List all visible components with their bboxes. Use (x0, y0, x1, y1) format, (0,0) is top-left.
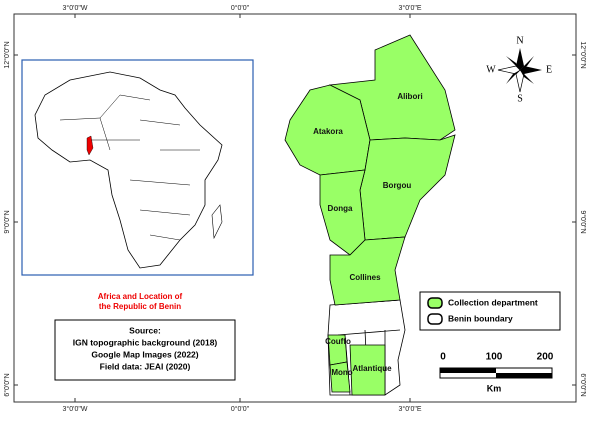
department-label: Couffo (325, 337, 351, 346)
coord-label: 0°0'0" (231, 4, 250, 12)
africa-borders (59, 94, 200, 241)
department-label: Collines (349, 273, 381, 282)
legend-label: Collection department (448, 297, 538, 307)
coord-label: 12°0'0"N (579, 41, 587, 68)
inset-caption: the Republic of Benin (99, 302, 181, 311)
coord-label: 6°0'0"N (3, 373, 11, 396)
scale-bar (496, 373, 552, 378)
africa (34, 71, 223, 269)
benin (284, 34, 456, 396)
department-label: Atakora (313, 127, 343, 136)
department-label: Atlantique (352, 364, 392, 373)
legend-box (419, 291, 561, 331)
scale-label: 0 (440, 352, 446, 363)
department-label: Alibori (397, 92, 422, 101)
source-line: Field data: JEAI (2020) (100, 361, 191, 371)
coord-label: 3°0'0"E (399, 4, 422, 12)
scale-unit: Km (487, 383, 502, 393)
coord-label: 9°0'0"N (579, 210, 587, 233)
department-label: Mono (331, 368, 352, 377)
coord-label: 3°0'0"W (63, 4, 88, 12)
coord-label: 6°0'0"N (579, 373, 587, 396)
department-label: Donga (328, 204, 353, 213)
legend-swatch (427, 297, 443, 309)
madagascar (211, 204, 223, 240)
collines (329, 236, 406, 306)
compass-s: S (517, 93, 523, 104)
scale-label: 100 (486, 352, 503, 363)
compass-e: E (546, 64, 552, 75)
compass-w: W (486, 64, 496, 75)
department-label: Borgou (383, 181, 412, 190)
source-title: Source: (129, 325, 161, 335)
inset-caption: Africa and Location of (98, 292, 183, 301)
source-line: IGN topographic background (2018) (73, 337, 218, 347)
coord-label: 12°0'0"N (3, 41, 11, 68)
compass-n: N (516, 35, 523, 46)
coord-label: 3°0'0"E (399, 405, 422, 413)
mono (329, 361, 351, 393)
legend-label: Benin boundary (448, 313, 513, 323)
source-line: Google Map Images (2022) (91, 349, 198, 359)
coord-label: 0°0'0" (231, 405, 250, 413)
atlantique (349, 344, 386, 396)
coord-label: 9°0'0"N (3, 210, 11, 233)
legend-swatch (427, 313, 443, 325)
map-frame (13, 13, 577, 403)
source-box (54, 319, 236, 381)
scale-bar (440, 368, 496, 373)
benin-location (86, 135, 94, 156)
coord-label: 3°0'0"W (63, 405, 88, 413)
scale-label: 200 (537, 352, 554, 363)
compass: N S E W (486, 35, 552, 104)
